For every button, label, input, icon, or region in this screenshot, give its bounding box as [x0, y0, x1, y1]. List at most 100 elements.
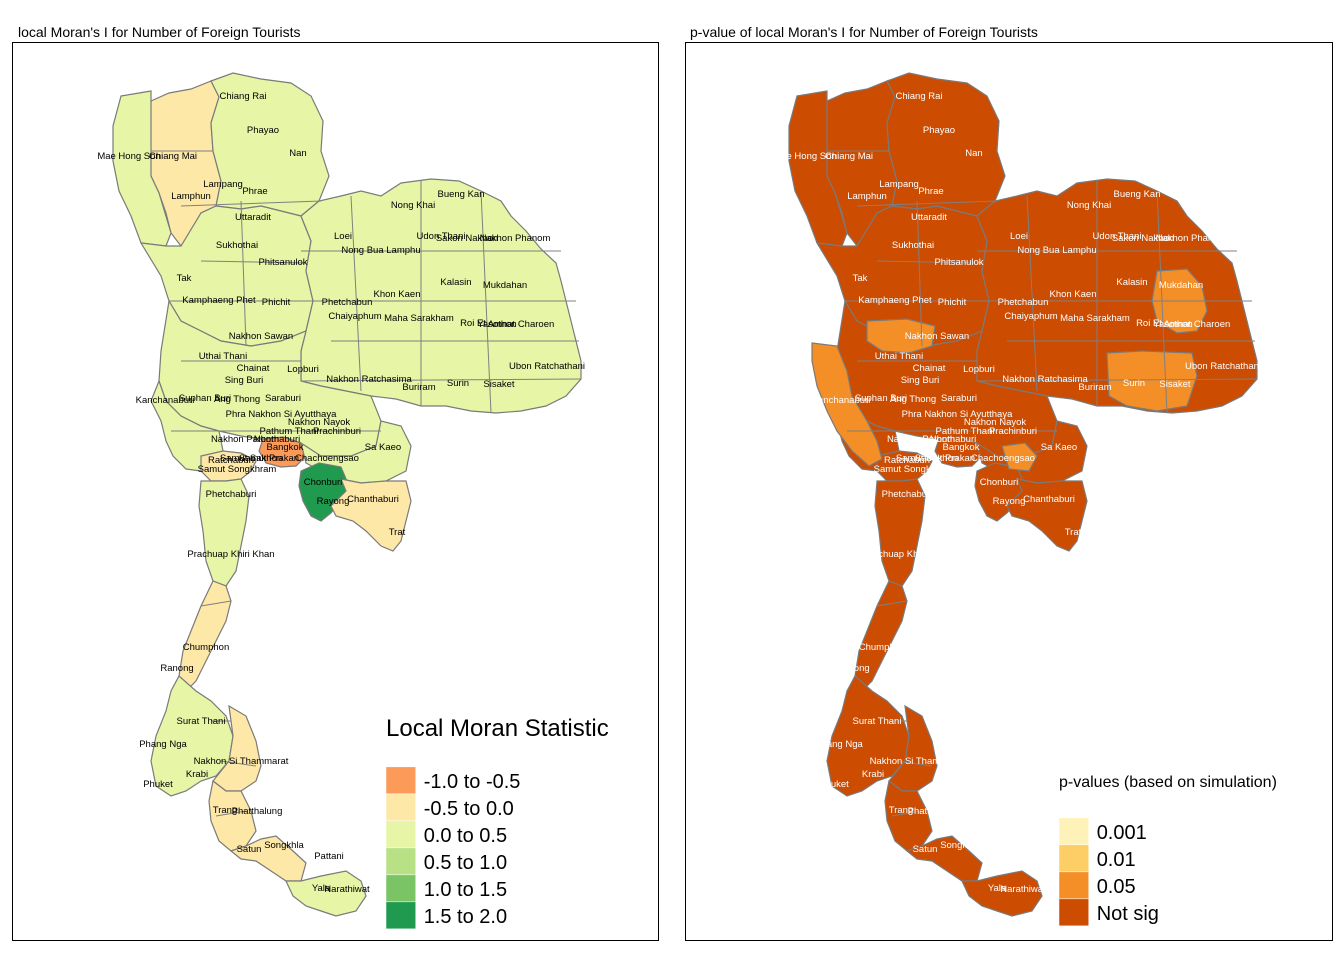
right-label-chachoengsao: Chachoengsao	[971, 453, 1035, 464]
right-label-amnat-charoen: Amnat Charoen	[1164, 319, 1231, 330]
right-legend-swatch-2	[1058, 871, 1089, 900]
left-label-prachuap-khiri-khan: Prachuap Khiri Khan	[187, 549, 274, 560]
left-panel-title: local Moran's I for Number of Foreign To…	[18, 24, 301, 40]
left-legend-swatch-0	[385, 766, 416, 795]
left-label-chiang-mai: Chiang Mai	[149, 151, 197, 162]
left-label-bangkok: Bangkok	[267, 442, 304, 453]
right-label-chiang-rai: Chiang Rai	[896, 91, 943, 102]
left-label-yasothon: Yasothon	[477, 319, 516, 330]
right-label-mae-hong-son: Mae Hong Son	[773, 151, 836, 162]
right-label-tak: Tak	[853, 273, 868, 284]
left-label-kanchanaburi: Kanchanaburi	[136, 395, 195, 406]
left-label-nakhon-sawan: Nakhon Sawan	[229, 331, 293, 342]
right-label-mukdahan: Mukdahan	[1159, 280, 1203, 291]
left-label-samut-songkhram: Samut Songkhram	[198, 464, 277, 475]
left-label-yala: Yala	[312, 883, 331, 894]
left-label-lamphun: Lamphun	[171, 191, 211, 202]
right-label-songkhla: Songkhla	[940, 840, 980, 851]
left-label-trang: Trang	[213, 805, 237, 816]
right-label-surin: Surin	[1123, 378, 1145, 389]
left-label-trat: Trat	[389, 527, 406, 538]
right-label-loei: Loei	[1010, 231, 1028, 242]
right-border-9	[1026, 195, 1038, 392]
left-label-chainat: Chainat	[237, 363, 270, 374]
right-label-sa-kaeo: Sa Kaeo	[1041, 442, 1077, 453]
right-label-nakhon-ratchasima: Nakhon Ratchasima	[1002, 374, 1088, 385]
left-border-9	[350, 195, 362, 392]
left-region-8	[258, 436, 307, 468]
right-border-2	[876, 260, 983, 264]
right-label-phang-nga: Phang Nga	[815, 739, 863, 750]
right-legend-label-1: 0.01	[1097, 849, 1136, 871]
left-label-phayao: Phayao	[247, 125, 279, 136]
right-label-sisaket: Sisaket	[1159, 379, 1191, 390]
left-label-nakhon-ratchasima: Nakhon Ratchasima	[326, 374, 412, 385]
left-legend-title: Local Moran Statistic	[386, 715, 609, 742]
left-label-krabi: Krabi	[186, 769, 208, 780]
right-label-lamphun: Lamphun	[847, 191, 887, 202]
left-border-7	[300, 378, 582, 382]
right-label-sakon-nakhon: Sakon Nakhon	[1112, 233, 1174, 244]
left-legend-swatch-4	[385, 874, 416, 903]
left-label-nonthaburi: Nonthaburi	[254, 434, 300, 445]
left-label-surin: Surin	[447, 378, 469, 389]
local-moran-legend: Local Moran Statistic -1.0 to -0.5 -0.5 to…	[385, 715, 609, 930]
right-legend-swatch-0	[1058, 817, 1089, 846]
right-label-krabi: Krabi	[862, 769, 884, 780]
left-label-samut-prakan: Samut Prakan	[239, 453, 299, 464]
right-label-nakhon-nayok: Nakhon Nayok	[964, 417, 1027, 428]
left-label-phang-nga: Phang Nga	[139, 739, 187, 750]
right-label-udon-thani: Udon Thani	[1093, 231, 1142, 242]
right-border-7	[976, 378, 1258, 382]
right-label-nan: Nan	[965, 148, 982, 159]
left-label-rayong: Rayong	[317, 496, 350, 507]
left-legend-label-5: 1.5 to 2.0	[424, 906, 507, 928]
left-label-nong-khai: Nong Khai	[391, 200, 435, 211]
left-label-nakhon-phanom: Nakhon Phanom	[480, 233, 551, 244]
left-label-surat-thani: Surat Thani	[177, 716, 226, 727]
left-label-chanthaburi: Chanthaburi	[347, 494, 399, 505]
left-region-12	[198, 478, 250, 587]
left-label-phetchabun: Phetchabun	[322, 297, 373, 308]
p-value-legend: p-values (based on simulation) 0.001 0.01 0…	[1058, 774, 1277, 927]
left-label-tak: Tak	[177, 273, 192, 284]
right-region-7	[876, 450, 933, 482]
right-panel-title: p-value of local Moran's I for Number of…	[690, 24, 1038, 40]
right-label-nakhon-phanom: Nakhon Phanom	[1156, 233, 1227, 244]
left-label-chumphon: Chumphon	[183, 642, 229, 653]
left-label-nakhon-pathom: Nakhon Pathom	[211, 434, 279, 445]
left-legend-label-2: 0.0 to 0.5	[424, 825, 507, 847]
right-label-kanchanaburi: Kanchanaburi	[812, 395, 871, 406]
right-region-highlight-1	[866, 318, 936, 354]
left-border-2	[200, 260, 307, 264]
left-label-ratchaburi: Ratchaburi	[208, 455, 254, 466]
right-label-phrae: Phrae	[918, 186, 943, 197]
right-region-highlight-2	[811, 342, 883, 467]
left-label-roi-et: Roi Et	[460, 318, 486, 329]
left-label-suphan-buri: Suphan Buri	[179, 393, 231, 404]
right-label-nakhon-pathom: Nakhon Pathom	[887, 434, 955, 445]
right-region-14	[826, 675, 910, 797]
left-label-songkhla: Songkhla	[264, 840, 304, 851]
left-label-mae-hong-son: Mae Hong Son	[97, 151, 160, 162]
left-region-7	[200, 450, 257, 482]
right-label-ang-thong: Ang Thong	[890, 394, 936, 405]
right-legend-swatch-1	[1058, 844, 1089, 873]
left-legend-swatch-3	[385, 847, 416, 876]
right-label-saraburi: Saraburi	[941, 393, 977, 404]
left-region-18	[285, 870, 367, 917]
right-region-8	[934, 436, 983, 468]
right-label-phatthalung: Phatthalung	[908, 806, 959, 817]
right-label-phayao: Phayao	[923, 125, 955, 136]
right-label-sukhothai: Sukhothai	[892, 240, 934, 251]
right-border-14	[876, 600, 908, 607]
right-label-phichit: Phichit	[938, 297, 967, 308]
left-border-16	[220, 760, 257, 767]
left-legend-label-3: 0.5 to 1.0	[424, 852, 507, 874]
right-label-samut-prakan: Samut Prakan	[915, 453, 975, 464]
left-label-phatthalung: Phatthalung	[232, 806, 283, 817]
right-map-frame: Chiang Rai Phayao Nan Mae Hong Son Chiang Ma…	[685, 42, 1333, 941]
right-label-sing-buri: Sing Buri	[901, 375, 940, 386]
right-label-samut-songkhram: Samut Songkhram	[874, 464, 953, 475]
right-region-12	[874, 478, 926, 587]
